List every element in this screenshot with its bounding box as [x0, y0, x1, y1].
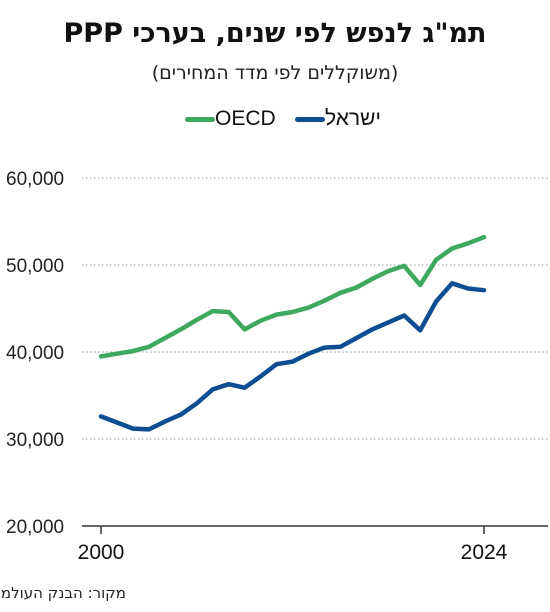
x-axis: 2000 2024 [78, 526, 508, 564]
legend-item-oecd: OECD [177, 104, 276, 134]
x-tick-label: 2000 [78, 541, 125, 564]
legend-swatch-oecd [185, 116, 215, 122]
y-tick-label: 40,000 [6, 343, 64, 364]
israel-line [98, 281, 487, 432]
y-tick-label: 20,000 [6, 517, 64, 538]
x-tick-label: 2024 [461, 541, 508, 564]
y-tick-label: 50,000 [6, 256, 64, 277]
y-tick-label: 30,000 [6, 430, 64, 451]
legend-item-israel: ישראל [287, 104, 381, 134]
chart-subtitle: (משוקללים לפי מדד המחירים) [151, 62, 399, 84]
legend-label-israel: ישראל [325, 107, 381, 130]
legend-swatch-israel [295, 116, 325, 122]
oecd-line [98, 234, 487, 359]
y-axis-tick-labels: 20,000 30,000 40,000 50,000 60,000 [6, 169, 64, 538]
legend-label-oecd: OECD [215, 107, 276, 130]
chart-title: תמ"ג לנפש לפי שנים, בערכי PPP [63, 18, 487, 49]
y-tick-label: 60,000 [6, 169, 64, 190]
legend: ישראל OECD [0, 104, 550, 134]
source-note: מקור: הבנק העולמי [0, 584, 126, 602]
series-lines [98, 234, 487, 432]
